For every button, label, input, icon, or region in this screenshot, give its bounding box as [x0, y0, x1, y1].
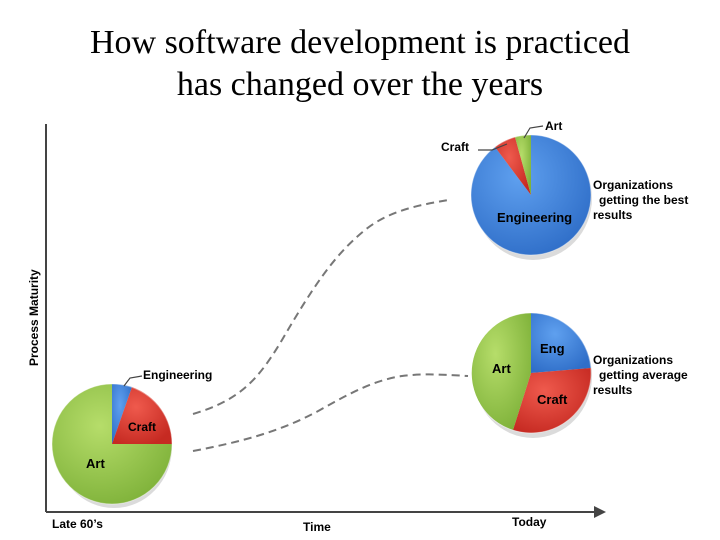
pie-average-caption: Organizations getting average results [593, 353, 691, 397]
pie-early-art-label: Art [86, 456, 105, 471]
y-axis-label: Process Maturity [27, 269, 41, 366]
title-line-1: How software development is practiced [89, 24, 631, 61]
pie-best-craft-slice [495, 137, 531, 195]
pie-early [51, 383, 173, 508]
pie-best-caption: Organizations getting the best results [593, 178, 692, 222]
pie-average-eng-slice [531, 312, 591, 373]
x-axis-label: Time [303, 520, 331, 534]
pie-early-engineering-slice [112, 383, 132, 444]
slide-title: How software development is practiced ha… [0, 22, 720, 106]
pie-average-art-label: Art [492, 361, 511, 376]
pie-best-art-slice [515, 134, 531, 195]
pie-early-craft-slice [112, 387, 173, 444]
pie-average-craft-label: Craft [537, 392, 568, 407]
pie-best-engineering-label: Engineering [497, 210, 572, 225]
dashed-path-best [192, 199, 449, 415]
pie-best-caption-line-3: results [593, 208, 633, 222]
pie-average-eng-label: Eng [540, 341, 565, 356]
pie-best-caption-line-1: Organizations [593, 178, 673, 192]
x-axis-start-label: Late 60’s [52, 517, 103, 531]
pie-best [470, 134, 592, 260]
pie-early-engineering-label: Engineering [143, 368, 212, 382]
pie-average-caption-line-2: getting average [599, 368, 688, 382]
pie-early-engineering-leader [123, 375, 143, 387]
pie-average-art-slice [471, 313, 531, 430]
pie-best-craft-leader [478, 143, 508, 151]
pie-best-art-label: Art [545, 119, 562, 133]
pie-average [470, 312, 592, 438]
pie-best-art-leader [523, 125, 544, 139]
pie-average-craft-slice [513, 368, 592, 433]
pie-best-craft-label: Craft [441, 140, 469, 154]
pie-average-caption-line-3: results [593, 383, 633, 397]
title-line-2: has changed over the years [176, 66, 544, 103]
x-axis-arrow [594, 506, 606, 518]
dashed-path-average [192, 373, 469, 452]
pie-early-craft-label: Craft [128, 420, 156, 434]
x-axis-end-label: Today [512, 515, 547, 529]
axes [45, 124, 606, 518]
pie-best-caption-line-2: getting the best [599, 193, 688, 207]
pie-average-caption-line-1: Organizations [593, 353, 673, 367]
